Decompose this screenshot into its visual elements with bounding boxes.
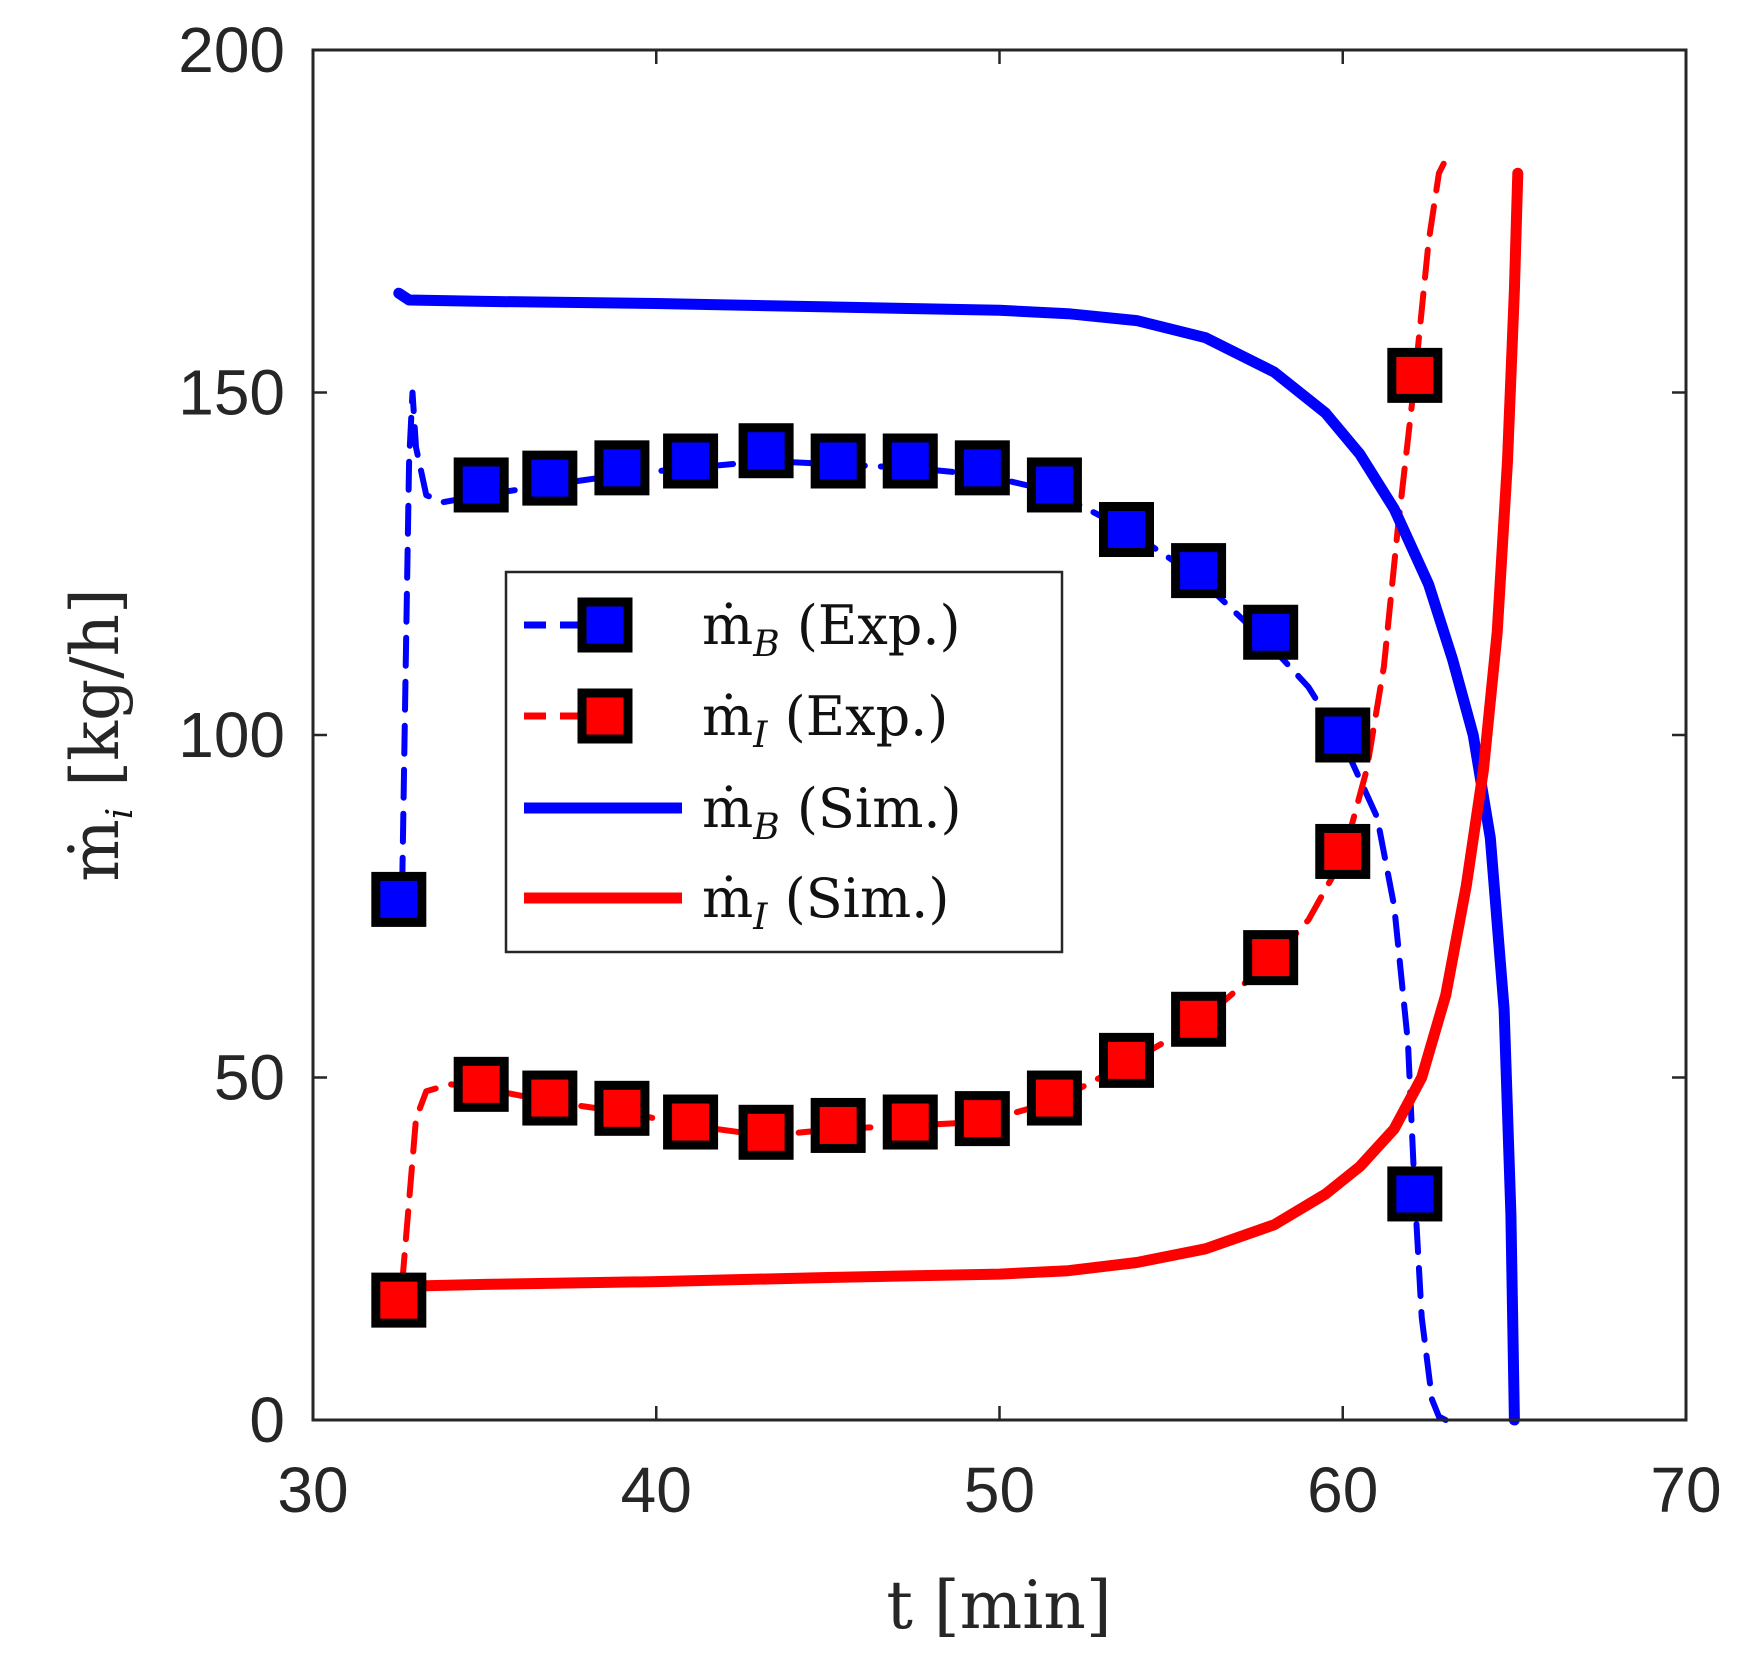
data-point-mi-exp bbox=[663, 1094, 719, 1150]
data-point-mb-exp bbox=[594, 440, 650, 496]
data-point-mb-exp bbox=[1099, 502, 1155, 557]
data-point-mi-exp bbox=[738, 1104, 794, 1160]
x-tick-label: 40 bbox=[621, 1454, 692, 1526]
data-point-mi-exp bbox=[371, 1272, 427, 1328]
y-axis-label-subscript: i bbox=[100, 808, 141, 820]
svg-text:ṁB (Sim.): ṁB (Sim.) bbox=[702, 777, 962, 848]
x-tick-label: 60 bbox=[1307, 1454, 1378, 1526]
series-layer bbox=[371, 156, 1524, 1426]
legend-entry-mb-sim: ṁB (Sim.) bbox=[524, 777, 962, 848]
legend-entry-mi-exp: ṁI (Exp.) bbox=[524, 685, 948, 756]
data-point-mb-exp bbox=[663, 433, 719, 489]
x-axis-label: t [min] bbox=[886, 1567, 1111, 1644]
legend-marker-mb-exp bbox=[577, 597, 633, 653]
data-point-mi-exp bbox=[453, 1056, 509, 1112]
data-point-mb-exp bbox=[738, 423, 794, 479]
svg-text:ṁI (Exp.): ṁI (Exp.) bbox=[702, 685, 948, 756]
series-line-mi-sim bbox=[393, 167, 1524, 1292]
y-axis-label-symbol: ṁ bbox=[57, 819, 134, 882]
plot-frame bbox=[311, 48, 1688, 1422]
y-tick-label: 50 bbox=[214, 1042, 285, 1114]
y-tick-label: 150 bbox=[178, 357, 285, 429]
data-point-mi-exp bbox=[882, 1094, 938, 1150]
data-point-mb-exp bbox=[1243, 604, 1299, 660]
svg-text:ṁB (Exp.): ṁB (Exp.) bbox=[702, 594, 961, 665]
data-point-mb-exp bbox=[882, 433, 938, 489]
data-point-mi-exp bbox=[1026, 1070, 1082, 1126]
data-point-mi-exp bbox=[522, 1070, 578, 1126]
data-point-mb-exp bbox=[954, 440, 1010, 496]
legend-entry-mi-sim: ṁI (Sim.) bbox=[524, 867, 949, 938]
y-tick-label: 100 bbox=[178, 699, 285, 771]
x-tick-label: 70 bbox=[1650, 1454, 1721, 1526]
legend: ṁB (Exp.) ṁI (Exp.) ṁB (Sim.) ṁI (Sim.) bbox=[504, 570, 1064, 954]
data-point-mi-exp bbox=[594, 1080, 650, 1136]
data-point-mi-exp bbox=[1315, 823, 1371, 879]
legend-marker-mi-exp bbox=[577, 688, 633, 744]
series-line-mb-sim bbox=[393, 287, 1520, 1426]
x-tick-label: 30 bbox=[277, 1454, 348, 1526]
data-point-mb-exp bbox=[522, 450, 578, 506]
data-point-mi-exp bbox=[1099, 1032, 1155, 1088]
data-point-mb-exp bbox=[371, 871, 427, 927]
data-point-mb-exp bbox=[1026, 457, 1082, 513]
y-axis-label: ṁi [kg/h] bbox=[57, 588, 141, 882]
legend-entry-mb-exp: ṁB (Exp.) bbox=[524, 594, 961, 665]
data-point-mb-exp bbox=[1315, 707, 1371, 763]
data-point-mb-exp bbox=[810, 433, 866, 489]
y-tick-label: 200 bbox=[178, 14, 285, 86]
y-axis-label-unit: [kg/h] bbox=[57, 588, 134, 786]
y-tick-label: 0 bbox=[249, 1384, 285, 1456]
data-point-mb-exp bbox=[1171, 543, 1227, 599]
data-point-mi-exp bbox=[954, 1091, 1010, 1147]
data-point-mb-exp bbox=[1387, 1166, 1443, 1222]
svg-text:ṁI (Sim.): ṁI (Sim.) bbox=[702, 867, 949, 938]
data-point-mb-exp bbox=[453, 457, 509, 513]
data-point-mi-exp bbox=[1387, 347, 1443, 403]
data-point-mi-exp bbox=[1171, 991, 1227, 1047]
data-point-mi-exp bbox=[810, 1097, 866, 1153]
data-point-mi-exp bbox=[1243, 930, 1299, 986]
x-tick-label: 50 bbox=[964, 1454, 1035, 1526]
svg-text:ṁi [kg/h]: ṁi [kg/h] bbox=[57, 588, 141, 882]
